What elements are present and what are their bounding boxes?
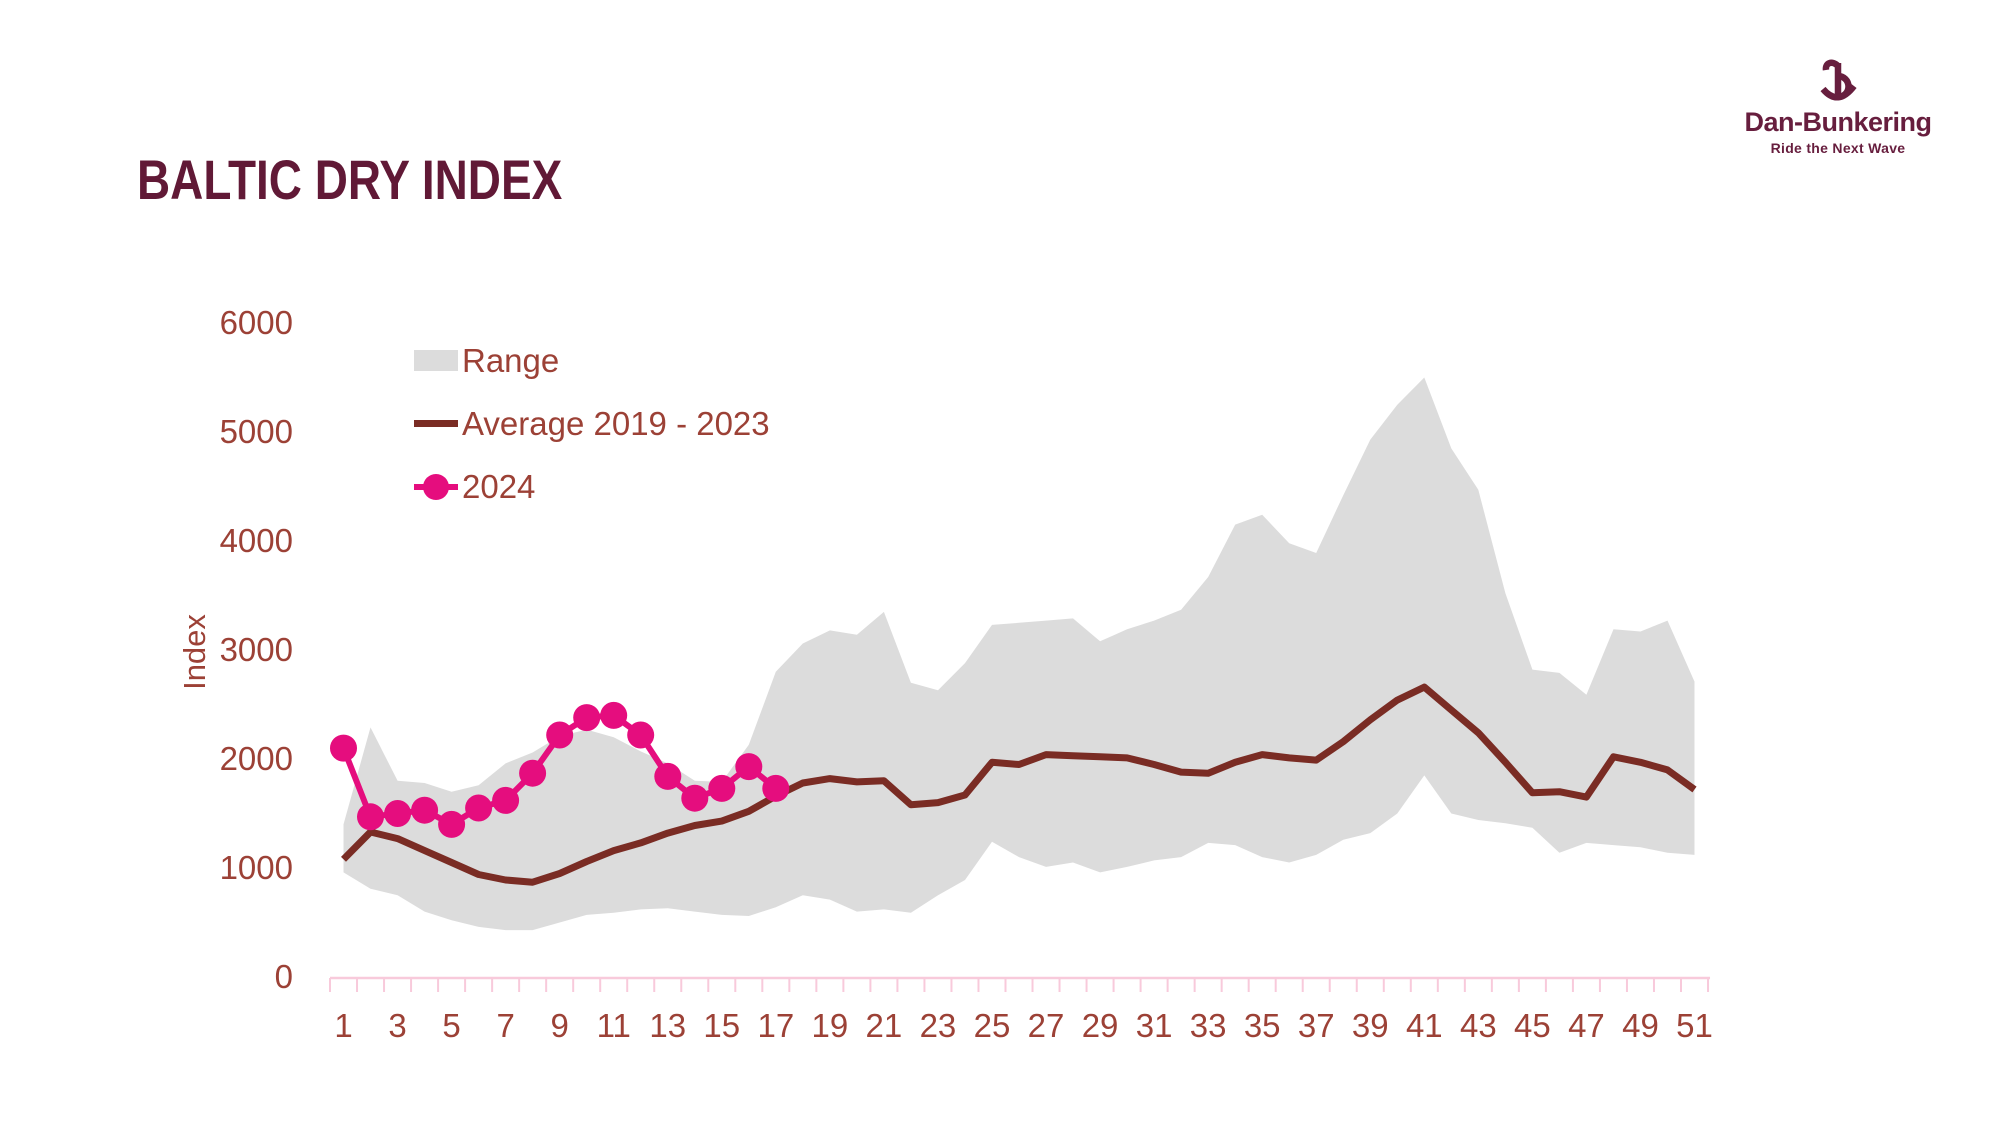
marker-2024 [330, 734, 357, 762]
x-tick-label: 47 [1568, 1007, 1605, 1044]
x-tick-label: 27 [1028, 1007, 1065, 1044]
x-tick-label: 41 [1406, 1007, 1443, 1044]
legend-item-average: Average 2019 - 2023 [414, 404, 770, 442]
line-2024-swatch-icon [414, 473, 458, 500]
x-tick-label: 33 [1190, 1007, 1227, 1044]
x-tick-label: 15 [703, 1007, 740, 1044]
y-tick-label: 1000 [220, 849, 293, 886]
x-tick-label: 35 [1244, 1007, 1281, 1044]
marker-2024 [546, 721, 574, 749]
chart-legend: Range Average 2019 - 2023 2024 [414, 341, 770, 533]
y-tick-label: 6000 [220, 304, 293, 341]
y-tick-label: 5000 [220, 413, 293, 450]
marker-2024 [681, 784, 709, 812]
range-swatch-icon [414, 350, 458, 371]
x-tick-label: 39 [1352, 1007, 1389, 1044]
marker-2024 [438, 810, 466, 838]
legend-label: Average 2019 - 2023 [462, 404, 770, 442]
page-title: BALTIC DRY INDEX [137, 148, 563, 211]
y-tick-label: 2000 [220, 740, 293, 777]
x-tick-label: 31 [1136, 1007, 1173, 1044]
average-line-swatch-icon [414, 420, 458, 427]
marker-2024 [708, 774, 736, 802]
x-tick-label: 1 [334, 1007, 352, 1044]
x-tick-label: 7 [496, 1007, 514, 1044]
y-tick-label: 0 [275, 958, 293, 995]
x-tick-label: 5 [442, 1007, 460, 1044]
y-tick-label: 3000 [220, 631, 293, 668]
x-tick-label: 51 [1676, 1007, 1713, 1044]
marker-2024 [384, 800, 412, 827]
x-tick-label: 19 [812, 1007, 849, 1044]
y-axis-title: Index [177, 614, 212, 690]
logo-name: Dan-Bunkering [1744, 107, 1932, 137]
x-tick-label: 11 [597, 1007, 631, 1044]
x-tick-label: 25 [974, 1007, 1011, 1044]
legend-item-2024: 2024 [414, 467, 770, 505]
marker-2024 [492, 786, 520, 814]
x-tick-label: 17 [757, 1007, 794, 1044]
x-tick-label: 43 [1460, 1007, 1497, 1044]
x-tick-label: 23 [920, 1007, 957, 1044]
marker-2024 [600, 701, 628, 729]
marker-2024 [357, 803, 384, 831]
x-tick-label: 9 [550, 1007, 568, 1044]
x-tick-label: 21 [866, 1007, 903, 1044]
marker-2024 [465, 794, 493, 822]
marker-2024 [519, 759, 547, 787]
legend-label: 2024 [462, 467, 536, 505]
marker-2024 [654, 762, 682, 790]
x-tick-label: 37 [1298, 1007, 1335, 1044]
marker-2024 [735, 753, 763, 781]
marker-2024 [762, 774, 790, 802]
company-logo: Dan-Bunkering Ride the Next Wave [1738, 57, 1938, 156]
x-tick-label: 49 [1622, 1007, 1659, 1044]
legend-label: Range [462, 341, 560, 379]
y-tick-label: 4000 [220, 522, 293, 559]
marker-2024 [411, 796, 439, 824]
x-tick-label: 29 [1082, 1007, 1119, 1044]
marker-2024 [573, 704, 601, 732]
range-band-area [343, 377, 1695, 931]
marker-2024 [627, 721, 655, 749]
x-tick-label: 45 [1514, 1007, 1551, 1044]
x-tick-label: 3 [388, 1007, 406, 1044]
logo-tagline: Ride the Next Wave [1770, 140, 1906, 156]
legend-item-range: Range [414, 341, 770, 379]
x-tick-label: 13 [649, 1007, 686, 1044]
anchor-b-icon [1738, 57, 1938, 107]
average-2019-2023-line [341, 683, 1697, 886]
